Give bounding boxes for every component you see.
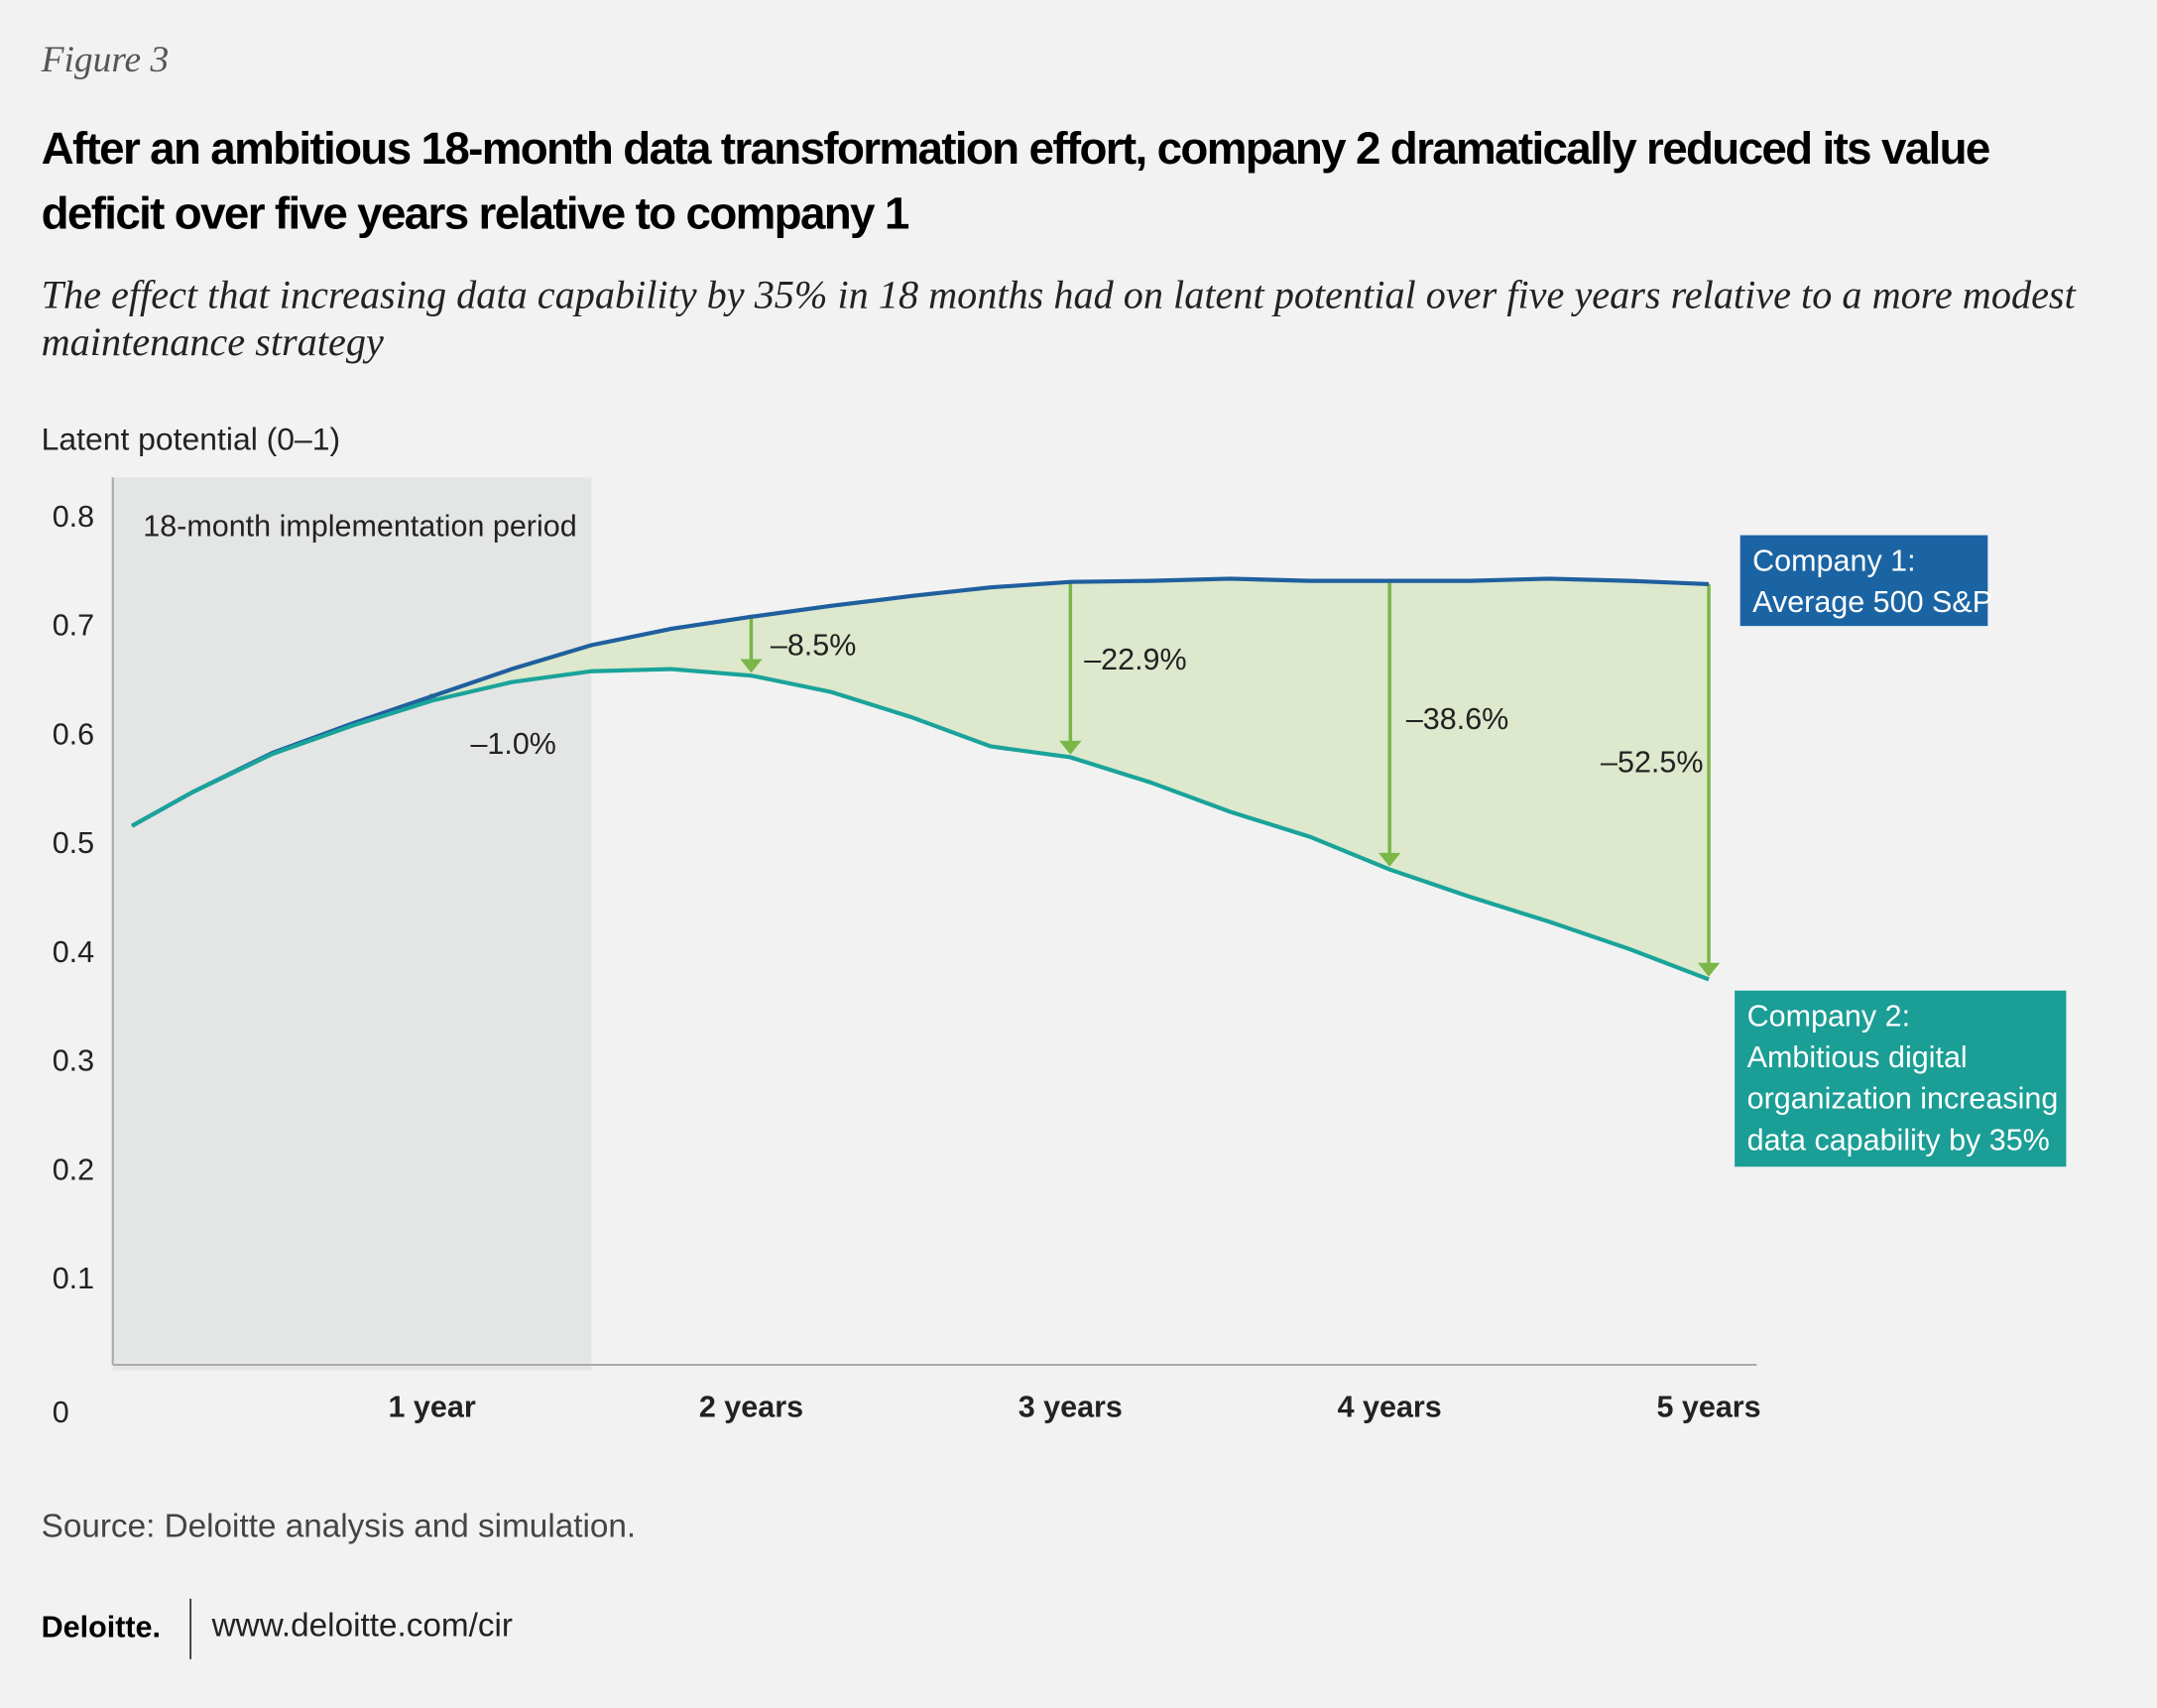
y-tick-label: 0.2 bbox=[53, 1153, 94, 1186]
x-tick-label: 4 years bbox=[1338, 1390, 1442, 1423]
annotation-label: –38.6% bbox=[1406, 702, 1508, 736]
source: Source: Deloitte analysis and simulation… bbox=[41, 1508, 637, 1545]
x-tick-label: 1 year bbox=[389, 1390, 476, 1423]
x-tick-label: 3 years bbox=[1019, 1390, 1123, 1423]
annotation-label: –22.9% bbox=[1084, 643, 1186, 676]
arrow-head bbox=[1697, 962, 1721, 977]
legend-label: Company 1: Average 500 S&P bbox=[1752, 544, 1992, 619]
arrow-head bbox=[1059, 740, 1082, 755]
y-tick-label: 0.4 bbox=[53, 935, 94, 969]
y-tick-label: 0.6 bbox=[53, 717, 94, 751]
y-tick-label: 0.1 bbox=[53, 1262, 94, 1295]
y-axis-label: Latent potential (0–1) bbox=[41, 421, 341, 457]
arrow-head bbox=[740, 659, 763, 673]
series-line bbox=[131, 576, 1710, 828]
series-line bbox=[131, 667, 1710, 982]
y-tick-label: 0.5 bbox=[53, 826, 94, 860]
y-tick-label: 0.8 bbox=[53, 500, 94, 534]
legend-box bbox=[1739, 535, 1988, 627]
x-tick-label: 2 years bbox=[699, 1390, 803, 1423]
annotation-label: –52.5% bbox=[1601, 746, 1703, 780]
legend-label: Company 2: Ambitious digital organizatio… bbox=[1747, 1000, 2067, 1158]
arrow-head bbox=[1378, 852, 1401, 867]
url: www.deloitte.com/cir bbox=[211, 1607, 514, 1645]
y-tick-label: 0.3 bbox=[53, 1044, 94, 1078]
separator bbox=[189, 1598, 191, 1659]
y-tick-label: 0.7 bbox=[53, 609, 94, 643]
figure-label: Figure 3 bbox=[41, 38, 170, 80]
annotation-label: –1.0% bbox=[470, 727, 555, 761]
chart-title: After an ambitious 18-month data transfo… bbox=[41, 122, 1991, 238]
y-tick-label: 0 bbox=[53, 1396, 69, 1429]
shaded-region bbox=[112, 477, 592, 1371]
annotation-label: –8.5% bbox=[771, 628, 856, 662]
chart-subtitle: The effect that increasing data capabili… bbox=[41, 274, 2076, 365]
legend-box bbox=[1735, 990, 2067, 1167]
shaded-region-label: 18-month implementation period bbox=[143, 510, 576, 544]
x-tick-label: 5 years bbox=[1656, 1390, 1760, 1423]
brand: Deloitte. bbox=[41, 1609, 162, 1645]
